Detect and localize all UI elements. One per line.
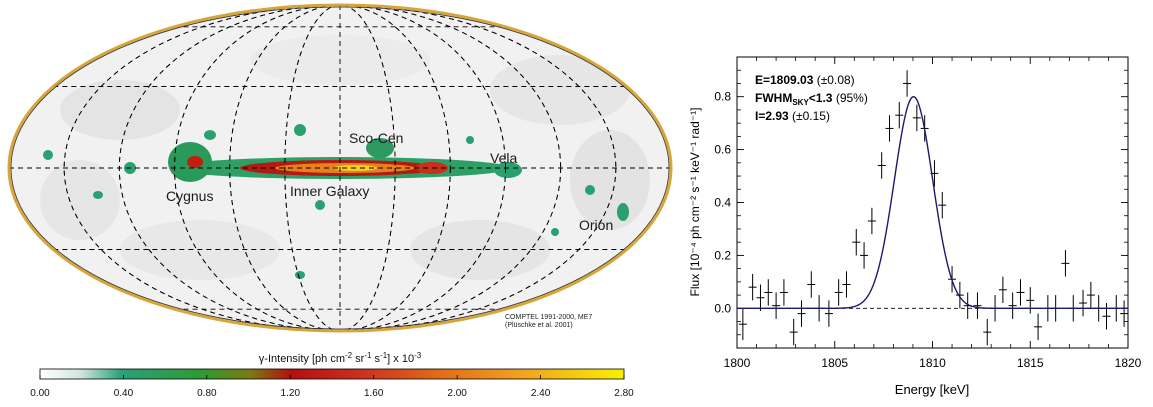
sky-map-border	[7, 3, 673, 333]
colorbar-title: γ-Intensity [ph cm-2 sr-1 s-1] x 10-3	[259, 351, 422, 365]
data-point	[973, 292, 982, 319]
data-point	[748, 273, 757, 301]
colorbar-tick-label: 2.80	[614, 388, 634, 399]
grid-longitude-line	[118, 5, 562, 331]
data-point	[1016, 279, 1025, 306]
data-point	[824, 300, 833, 327]
gaussian-fit-line	[737, 96, 1128, 310]
data-point	[877, 152, 886, 179]
grid-longitude-line	[229, 5, 451, 331]
x-tick-label: 1815	[1017, 356, 1044, 370]
orion-blob	[617, 203, 629, 221]
credit-line-2: (Plüschke et al. 2001)	[505, 322, 573, 329]
data-point	[955, 281, 964, 309]
sky-map-panel: Sco-Cen Vela Cygnus Inner Galaxy Orion C…	[7, 3, 673, 399]
data-point	[1008, 292, 1017, 319]
data-point	[789, 318, 798, 346]
data-point	[1120, 300, 1129, 327]
y-tick-label: 0.4	[714, 196, 731, 210]
colorbar-tick-label: 1.20	[281, 388, 301, 399]
data-point	[912, 104, 921, 132]
label-sco-cen: Sco-Cen	[349, 130, 403, 146]
x-tick-label: 1810	[919, 356, 946, 370]
data-point	[1102, 303, 1111, 330]
blob	[315, 200, 325, 210]
blob	[585, 185, 595, 195]
colorbar-tick-label: 0.80	[197, 388, 217, 399]
x-axis: 1800 1805 1810 1815 1820	[724, 57, 1142, 370]
colorbar-ticks: 0.00 0.40 0.80 1.20 1.60 2.00 2.40 2.80	[30, 375, 634, 399]
annotation-fwhm: FWHMSKY<1.3 (95%)	[755, 91, 868, 107]
vela-blob	[494, 162, 522, 178]
x-axis-label: Energy [keV]	[895, 382, 969, 397]
data-point	[1034, 313, 1043, 341]
blob	[93, 191, 103, 199]
blob	[551, 228, 559, 236]
blob	[43, 150, 53, 160]
data-point	[797, 300, 806, 327]
data-point	[903, 70, 912, 97]
label-vela: Vela	[490, 150, 517, 166]
x-tick-label: 1820	[1115, 356, 1142, 370]
y-axis-label: Flux [10⁻⁴ ph cm⁻² s⁻¹ keV⁻¹ rad⁻¹]	[688, 108, 702, 297]
data-point	[1026, 287, 1035, 314]
data-point	[1061, 250, 1070, 277]
y-tick-label: 0.6	[714, 143, 731, 157]
colorbar-tick-label: 2.00	[447, 388, 467, 399]
y-tick-label: 0.2	[714, 248, 731, 262]
annotation-intensity: I=2.93 (±0.15)	[755, 109, 830, 123]
colorbar-tick-label: 0.00	[30, 388, 50, 399]
label-cygnus: Cygnus	[166, 188, 213, 204]
colorbar-tick-label: 1.60	[364, 388, 384, 399]
data-point	[895, 101, 904, 129]
sco-cen-blob	[366, 138, 394, 158]
data-point	[885, 115, 894, 142]
data-point	[764, 279, 773, 306]
data-point	[842, 271, 851, 298]
data-point	[779, 279, 788, 306]
data-point	[772, 292, 781, 319]
grid-longitude-line	[63, 5, 617, 331]
coordinate-grid	[9, 5, 671, 331]
colorbar	[39, 368, 625, 380]
grid-longitude-line	[284, 5, 396, 331]
label-orion: Orion	[579, 217, 613, 233]
cygnus-core	[187, 156, 203, 168]
spectrum-panel: 1800 1805 1810 1815 1820 0.0 0.2 0.4 0.6 0.8 Ene…	[688, 56, 1142, 397]
data-point	[1079, 289, 1088, 317]
data-point	[867, 207, 876, 235]
data-point	[1086, 281, 1095, 309]
data-point	[807, 271, 816, 298]
data-point	[998, 276, 1007, 304]
blob	[466, 136, 474, 144]
data-point	[756, 284, 765, 311]
colorbar-tick-label: 0.40	[114, 388, 134, 399]
grid-longitude-line	[174, 5, 506, 331]
colorbar-tick-label: 2.40	[531, 388, 551, 399]
sky-map-border-inner	[10, 6, 670, 330]
data-point	[938, 191, 947, 219]
y-tick-label: 0.8	[714, 90, 731, 104]
data-point	[860, 242, 869, 269]
x-tick-label: 1805	[821, 356, 848, 370]
data-point	[738, 308, 747, 341]
blob	[295, 271, 305, 279]
x-tick-label: 1800	[724, 356, 751, 370]
data-point	[834, 279, 843, 306]
blob	[294, 124, 306, 136]
data-point	[852, 228, 861, 256]
annotation-energy: E=1809.03 (±0.08)	[755, 73, 855, 87]
data-point	[983, 318, 992, 346]
credit-line-1: COMPTEL 1991-2000, ME7	[505, 314, 592, 321]
blob	[204, 130, 216, 140]
label-inner-galaxy: Inner Galaxy	[290, 183, 369, 199]
y-tick-label: 0.0	[714, 301, 731, 315]
